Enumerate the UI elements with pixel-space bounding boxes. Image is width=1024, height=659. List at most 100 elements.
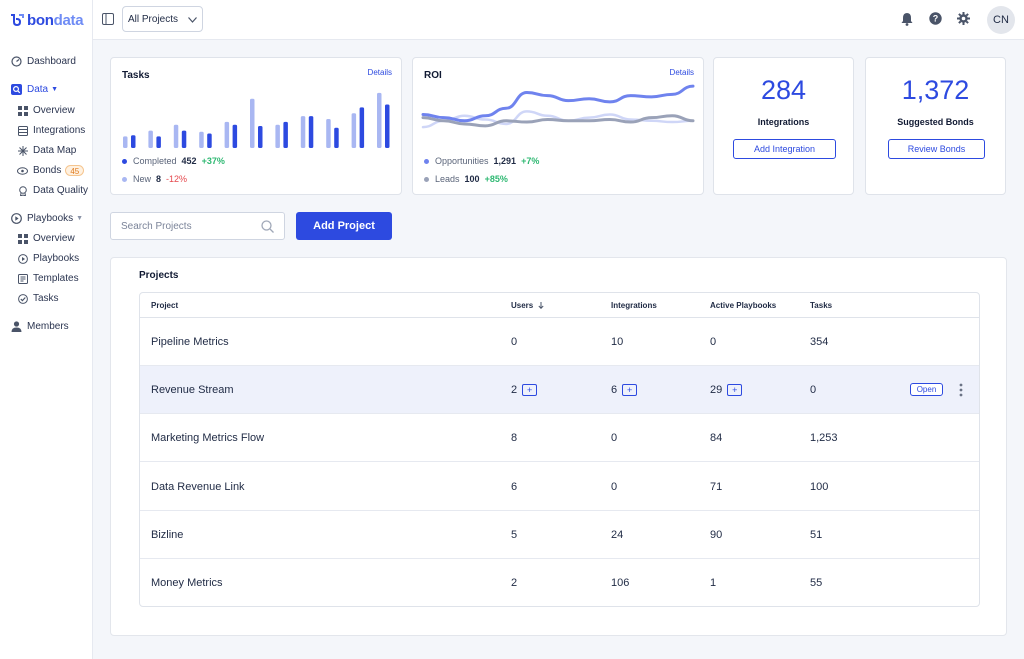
project-name[interactable]: Money Metrics: [151, 577, 223, 589]
chevron-down-icon: [188, 15, 197, 26]
roi-details-link[interactable]: Details: [669, 68, 694, 77]
table-row[interactable]: Pipeline Metrics 0 10 0 354: [140, 318, 979, 366]
sidebar-item-playbooks[interactable]: Playbooks: [17, 253, 110, 264]
users-cell: 6: [511, 481, 517, 493]
legend-opportunities: Opportunities 1,291 +7%: [424, 156, 539, 166]
add-project-button[interactable]: Add Project: [296, 212, 392, 240]
add-user-button[interactable]: +: [522, 384, 538, 397]
integrations-count-cell: 0: [611, 480, 618, 493]
caret-down-icon: ▼: [51, 86, 59, 93]
link-icon: [17, 165, 28, 176]
users-count: 2: [511, 577, 518, 589]
bell-icon[interactable]: [901, 12, 915, 26]
bondata-logo-icon: [11, 14, 24, 27]
help-icon[interactable]: ?: [929, 12, 943, 26]
integrations-count-cell: 6: [611, 384, 618, 397]
grid-icon: [17, 233, 28, 244]
user-icon: [11, 321, 22, 332]
users-count: 0: [511, 336, 518, 348]
sidebar-item-data-map[interactable]: Data Map: [17, 145, 110, 156]
sidebar-item-playbooks-overview[interactable]: Overview: [17, 233, 110, 244]
legend-label: Completed: [133, 156, 177, 166]
sidebar-item-label: Members: [27, 321, 69, 332]
legend-dot-leads: [424, 176, 429, 182]
project-name[interactable]: Data Revenue Link: [151, 480, 245, 493]
legend-value: 1,291: [493, 156, 517, 166]
review-bonds-button[interactable]: Review Bonds: [888, 139, 985, 159]
bar-completed: [258, 125, 263, 148]
bar-completed: [359, 107, 365, 148]
table-row[interactable]: Money Metrics 2 106 1 55: [140, 559, 979, 606]
project-name[interactable]: Marketing Metrics Flow: [151, 432, 265, 445]
column-project[interactable]: Project: [151, 301, 179, 310]
users-cell: 0: [511, 336, 517, 348]
bar-new: [300, 116, 306, 148]
legend-delta: +7%: [521, 156, 540, 166]
project-name[interactable]: Bizline: [151, 528, 184, 541]
playbooks-cell: 71: [710, 481, 722, 493]
sidebar-item-dashboard[interactable]: Dashboard: [11, 56, 104, 67]
sidebar-item-integrations[interactable]: Integrations: [17, 125, 110, 136]
legend-dot-completed: [122, 158, 127, 164]
add-integration-button[interactable]: Add Integration: [733, 139, 836, 159]
table-row[interactable]: Marketing Metrics Flow 8 0 84 1,253: [140, 414, 979, 463]
tasks-details-link[interactable]: Details: [367, 68, 392, 77]
add-playbook-button[interactable]: +: [727, 384, 743, 397]
line-series-2: [421, 110, 695, 129]
sidebar-item-data[interactable]: Data ▼: [11, 84, 104, 95]
sort-down-icon: [538, 302, 544, 309]
more-vertical-icon[interactable]: [957, 382, 965, 398]
projects-panel: Projects Project Users Integrations Acti…: [110, 257, 1007, 636]
bar-new: [224, 121, 230, 148]
award-icon: [17, 185, 28, 196]
bar-completed: [308, 116, 314, 148]
integrations-cell: 106: [611, 577, 629, 589]
bondata-logo[interactable]: bondata: [10, 10, 84, 30]
column-users[interactable]: Users: [511, 301, 544, 310]
bar-completed: [131, 135, 136, 148]
project-select[interactable]: All Projects: [122, 6, 203, 32]
sidebar-item-bonds[interactable]: Bonds 45: [17, 165, 110, 176]
bar-new: [173, 124, 179, 148]
users-cell: 8: [511, 432, 517, 444]
sidebar-item-members[interactable]: Members: [11, 321, 104, 332]
column-integrations[interactable]: Integrations: [611, 301, 657, 310]
sidebar-item-label: Data: [27, 84, 49, 95]
project-name[interactable]: Pipeline Metrics: [151, 336, 229, 348]
column-active-playbooks[interactable]: Active Playbooks: [710, 301, 777, 310]
sidebar-item-label: Data Map: [33, 145, 77, 156]
tasks-count-cell: 55: [810, 577, 823, 589]
sidebar-item-playbooks-group[interactable]: Playbooks ▼: [11, 213, 104, 224]
legend-value: 100: [464, 174, 480, 184]
avatar[interactable]: CN: [987, 6, 1015, 34]
bar-completed: [207, 133, 212, 148]
playbooks-count-cell: 90: [710, 528, 723, 541]
roi-line-chart: [421, 84, 695, 129]
table-row[interactable]: Data Revenue Link 6 0 71 100: [140, 463, 979, 511]
project-name[interactable]: Revenue Stream: [151, 384, 234, 397]
users-count: 2: [511, 384, 518, 397]
bar-new: [275, 124, 280, 148]
table-header: Project Users Integrations Active Playbo…: [140, 293, 979, 318]
bonds-stat-card: 1,372 Suggested Bonds Review Bonds: [865, 57, 1006, 195]
table-row[interactable]: Bizline 5 24 90 51: [140, 511, 979, 559]
open-project-button[interactable]: Open: [910, 383, 943, 397]
sidebar-item-tasks[interactable]: Tasks: [17, 293, 110, 304]
search-icon[interactable]: [261, 220, 274, 238]
legend-label: New: [133, 174, 152, 184]
sidebar-item-data-overview[interactable]: Overview: [17, 105, 110, 116]
sidebar-item-label: Playbooks: [33, 253, 80, 264]
users-cell: 5: [511, 529, 517, 541]
table-row[interactable]: Revenue Stream 2 +6 +29 +0 Open: [140, 366, 979, 415]
gear-icon[interactable]: [957, 12, 971, 26]
sidebar-toggle-icon[interactable]: [102, 12, 114, 25]
integrations-cell: 6 +: [611, 384, 638, 397]
add-integration-row-button[interactable]: +: [622, 384, 638, 397]
sidebar-item-data-quality[interactable]: Data Quality: [17, 185, 110, 196]
playbooks-count-cell: 71: [710, 480, 723, 493]
column-tasks[interactable]: Tasks: [810, 301, 833, 310]
bar-new: [326, 119, 331, 148]
roi-card: ROI Details Opportunities 1,291 +7% Lead…: [412, 57, 704, 195]
sidebar-item-templates[interactable]: Templates: [17, 273, 110, 284]
search-input[interactable]: [121, 220, 251, 232]
